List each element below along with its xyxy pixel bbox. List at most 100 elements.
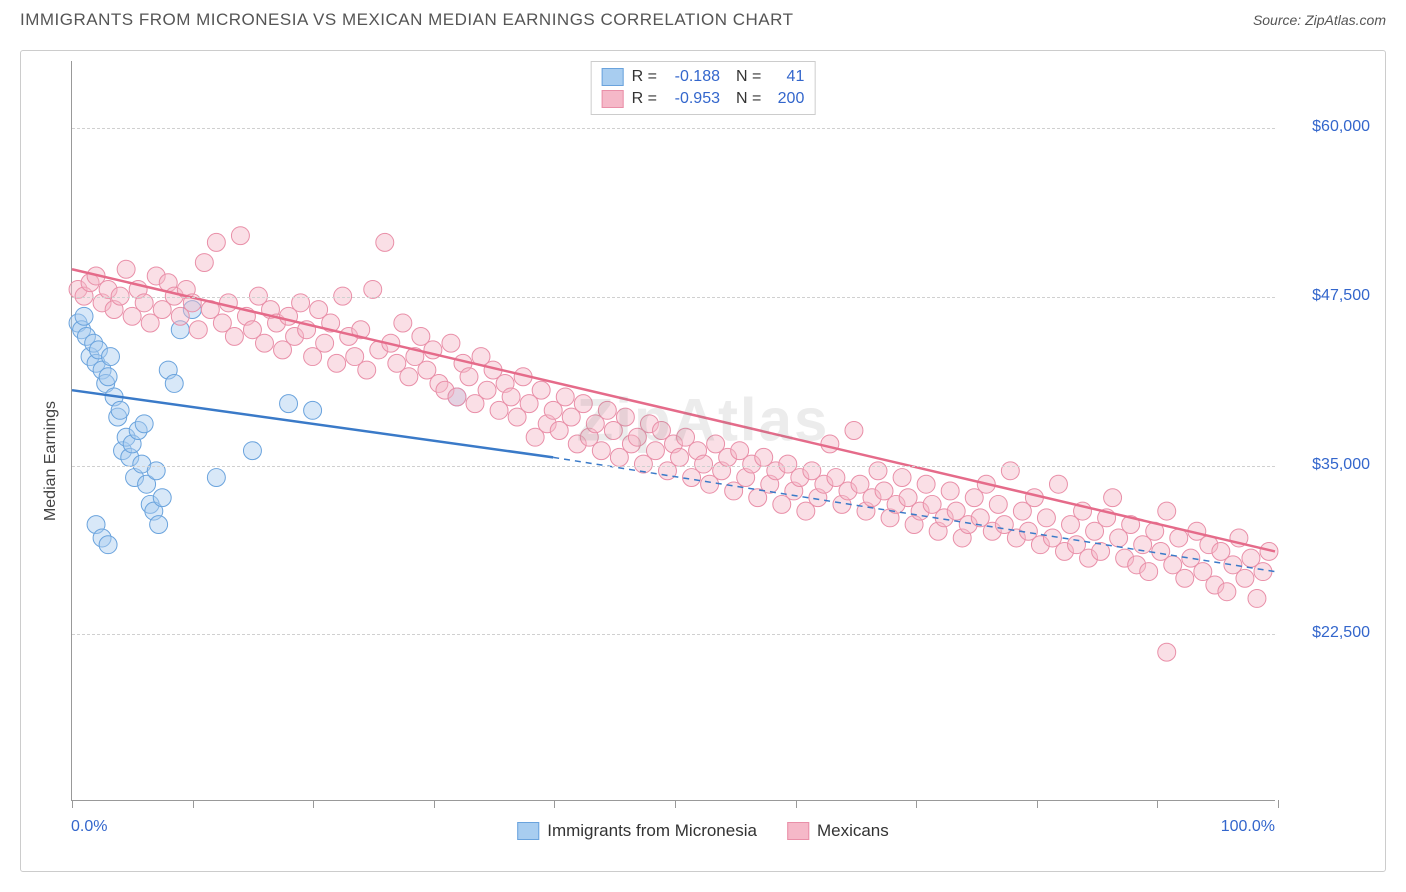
- grid-line: [72, 634, 1275, 635]
- scatter-point: [695, 455, 713, 473]
- scatter-point: [1236, 569, 1254, 587]
- scatter-point: [280, 395, 298, 413]
- trend-line: [72, 269, 1275, 551]
- x-tick: [434, 800, 435, 808]
- legend-swatch: [602, 90, 624, 108]
- legend-swatch: [602, 68, 624, 86]
- scatter-point: [1218, 583, 1236, 601]
- scatter-point: [243, 442, 261, 460]
- y-tick-label: $47,500: [1312, 287, 1370, 305]
- x-tick: [1278, 800, 1279, 808]
- x-tick: [193, 800, 194, 808]
- scatter-point: [364, 280, 382, 298]
- x-tick: [796, 800, 797, 808]
- scatter-point: [1049, 475, 1067, 493]
- x-axis-max-label: 100.0%: [1221, 818, 1275, 836]
- scatter-point: [574, 395, 592, 413]
- legend-n-label: N =: [736, 90, 761, 108]
- legend-series-item: Mexicans: [787, 821, 889, 841]
- grid-line: [72, 466, 1275, 467]
- scatter-point: [117, 260, 135, 278]
- scatter-point: [646, 442, 664, 460]
- scatter-point: [1248, 589, 1266, 607]
- scatter-point: [598, 401, 616, 419]
- scatter-point: [460, 368, 478, 386]
- scatter-point: [231, 227, 249, 245]
- scatter-point: [502, 388, 520, 406]
- scatter-point: [400, 368, 418, 386]
- scatter-point: [195, 254, 213, 272]
- scatter-point: [328, 354, 346, 372]
- x-axis-min-label: 0.0%: [71, 818, 107, 836]
- legend-correlation: R = -0.188 N = 41 R = -0.953 N = 200: [591, 61, 816, 115]
- scatter-point: [358, 361, 376, 379]
- scatter-point: [1037, 509, 1055, 527]
- scatter-point: [869, 462, 887, 480]
- scatter-point: [989, 495, 1007, 513]
- scatter-point: [165, 375, 183, 393]
- x-tick: [675, 800, 676, 808]
- y-tick-label: $35,000: [1312, 456, 1370, 474]
- scatter-point: [671, 448, 689, 466]
- scatter-point: [111, 401, 129, 419]
- legend-r-value: -0.188: [665, 68, 720, 86]
- scatter-point: [147, 462, 165, 480]
- legend-correlation-row: R = -0.953 N = 200: [602, 88, 805, 110]
- scatter-point: [189, 321, 207, 339]
- legend-n-value: 41: [769, 68, 804, 86]
- legend-correlation-row: R = -0.188 N = 41: [602, 66, 805, 88]
- scatter-point: [394, 314, 412, 332]
- scatter-point: [99, 368, 117, 386]
- scatter-point: [917, 475, 935, 493]
- x-tick: [1157, 800, 1158, 808]
- scatter-point: [592, 442, 610, 460]
- scatter-point: [893, 469, 911, 487]
- grid-line: [72, 128, 1275, 129]
- legend-swatch: [517, 822, 539, 840]
- scatter-point: [1254, 563, 1272, 581]
- scatter-point: [845, 422, 863, 440]
- scatter-point: [556, 388, 574, 406]
- scatter-point: [102, 348, 120, 366]
- legend-swatch: [787, 822, 809, 840]
- x-tick: [72, 800, 73, 808]
- scatter-point: [1176, 569, 1194, 587]
- scatter-point: [99, 536, 117, 554]
- scatter-point: [304, 401, 322, 419]
- x-tick: [916, 800, 917, 808]
- scatter-point: [316, 334, 334, 352]
- legend-r-label: R =: [632, 68, 657, 86]
- chart-title: IMMIGRANTS FROM MICRONESIA VS MEXICAN ME…: [20, 10, 794, 30]
- scatter-point: [225, 327, 243, 345]
- scatter-point: [821, 435, 839, 453]
- x-tick: [313, 800, 314, 808]
- scatter-point: [1001, 462, 1019, 480]
- y-tick-label: $60,000: [1312, 118, 1370, 136]
- scatter-point: [150, 516, 168, 534]
- scatter-point: [135, 415, 153, 433]
- scatter-point: [207, 469, 225, 487]
- scatter-point: [1104, 489, 1122, 507]
- scatter-point: [1170, 529, 1188, 547]
- scatter-point: [448, 388, 466, 406]
- y-tick-label: $22,500: [1312, 624, 1370, 642]
- scatter-point: [478, 381, 496, 399]
- plot-svg: [72, 61, 1275, 800]
- scatter-point: [376, 233, 394, 251]
- grid-line: [72, 297, 1275, 298]
- chart-container: R = -0.188 N = 41 R = -0.953 N = 200 Zip…: [20, 50, 1386, 872]
- scatter-point: [207, 233, 225, 251]
- scatter-point: [256, 334, 274, 352]
- legend-n-value: 200: [769, 90, 804, 108]
- scatter-point: [1260, 542, 1278, 560]
- scatter-point: [1158, 643, 1176, 661]
- legend-r-label: R =: [632, 90, 657, 108]
- legend-series-label: Immigrants from Micronesia: [547, 821, 757, 841]
- plot-area: [71, 61, 1275, 801]
- scatter-point: [153, 489, 171, 507]
- chart-header: IMMIGRANTS FROM MICRONESIA VS MEXICAN ME…: [0, 0, 1406, 35]
- legend-series-item: Immigrants from Micronesia: [517, 821, 757, 841]
- scatter-point: [1140, 563, 1158, 581]
- y-axis-title: Median Earnings: [42, 401, 60, 521]
- x-tick: [1037, 800, 1038, 808]
